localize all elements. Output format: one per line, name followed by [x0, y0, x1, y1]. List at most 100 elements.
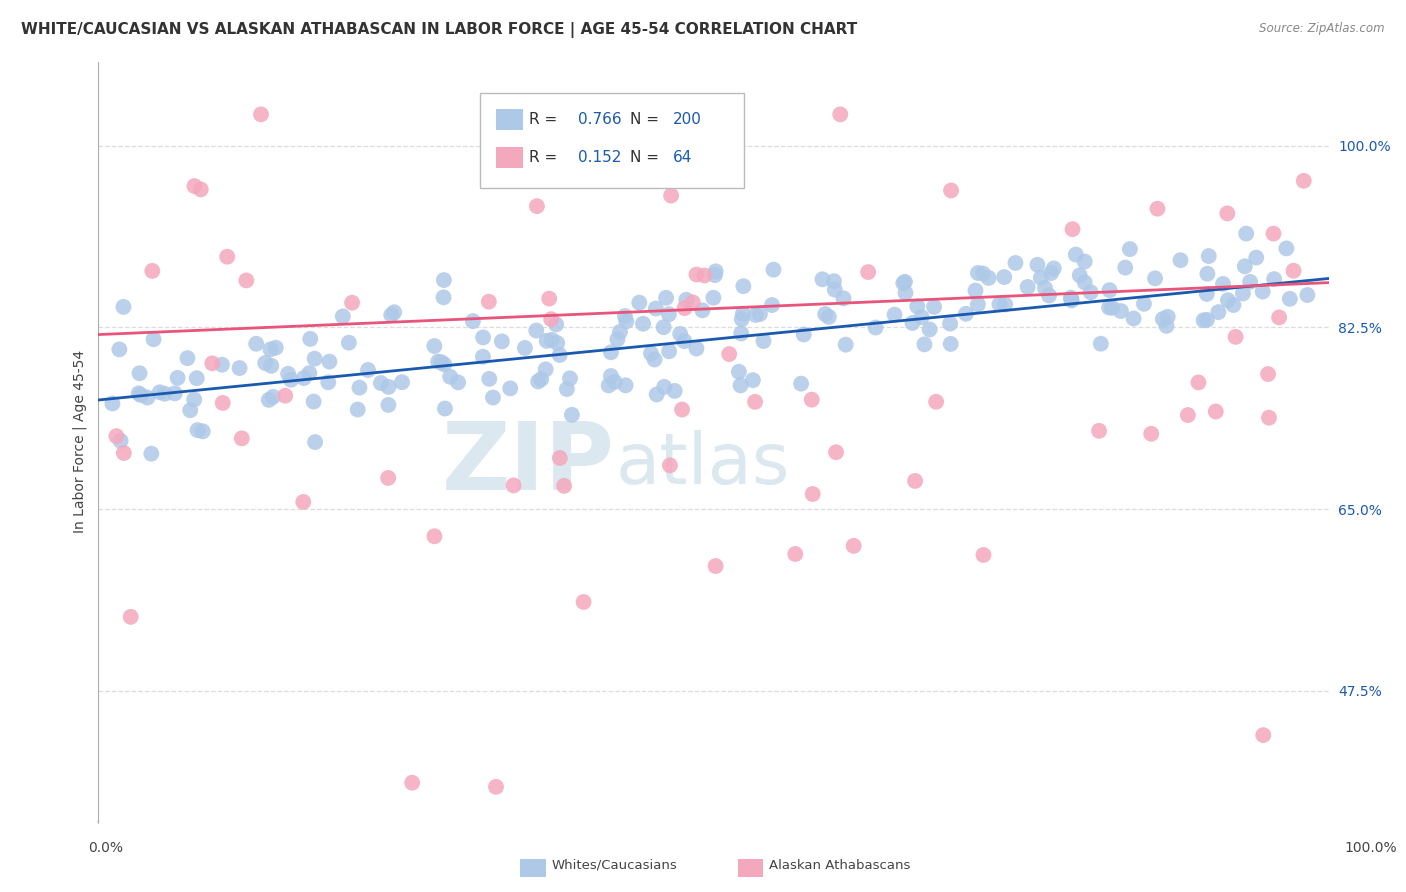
Point [1192, 313, 1215, 327]
Point [1212, 277, 1234, 291]
Text: N =: N = [630, 150, 664, 165]
Point [346, 402, 368, 417]
Point [640, 346, 662, 360]
Point [228, 361, 250, 376]
Point [939, 337, 962, 351]
Point [1017, 280, 1039, 294]
Point [179, 403, 201, 417]
Point [972, 267, 994, 281]
Point [939, 317, 962, 331]
Point [785, 547, 807, 561]
Point [1195, 287, 1218, 301]
Point [730, 326, 752, 341]
Point [703, 268, 725, 282]
Point [994, 297, 1017, 311]
Text: Source: ZipAtlas.com: Source: ZipAtlas.com [1260, 22, 1385, 36]
Text: 64: 64 [673, 150, 692, 165]
Point [572, 595, 595, 609]
Point [274, 389, 297, 403]
Point [304, 435, 326, 450]
Point [530, 372, 553, 386]
Point [264, 341, 287, 355]
Point [141, 264, 163, 278]
Point [245, 336, 267, 351]
Point [1225, 330, 1247, 344]
Point [538, 292, 561, 306]
Point [1144, 271, 1167, 285]
Point [993, 270, 1015, 285]
Point [447, 376, 470, 390]
Point [733, 279, 755, 293]
Point [176, 351, 198, 365]
Point [318, 354, 340, 368]
Point [988, 297, 1011, 311]
Point [801, 487, 824, 501]
Point [811, 272, 834, 286]
Point [1109, 304, 1132, 318]
Point [527, 375, 550, 389]
Point [149, 385, 172, 400]
Point [432, 290, 454, 304]
Point [191, 425, 214, 439]
Point [1233, 260, 1256, 274]
Point [631, 317, 654, 331]
Point [749, 307, 772, 321]
Point [673, 301, 696, 315]
Point [609, 325, 631, 339]
Text: Whites/Caucasians: Whites/Caucasians [551, 859, 676, 871]
Point [977, 271, 1000, 285]
Point [1275, 241, 1298, 255]
Point [925, 394, 948, 409]
Point [433, 357, 456, 371]
Point [1119, 242, 1142, 256]
Point [142, 332, 165, 346]
Text: Alaskan Athabascans: Alaskan Athabascans [769, 859, 911, 871]
Point [910, 310, 932, 325]
Point [830, 107, 852, 121]
Point [658, 307, 681, 321]
Point [1170, 253, 1192, 268]
Point [1040, 266, 1063, 280]
Point [1156, 318, 1178, 333]
Point [524, 324, 547, 338]
Point [461, 314, 484, 328]
Point [433, 273, 456, 287]
Point [1292, 174, 1315, 188]
Point [894, 275, 917, 289]
Point [644, 301, 666, 316]
Point [1222, 298, 1244, 312]
Point [704, 559, 727, 574]
Text: R =: R = [529, 150, 562, 165]
Point [340, 295, 363, 310]
Point [561, 408, 583, 422]
Point [842, 539, 865, 553]
Point [1278, 292, 1301, 306]
Point [1088, 424, 1111, 438]
Point [800, 392, 823, 407]
Point [1257, 367, 1279, 381]
Point [427, 354, 450, 368]
Point [685, 342, 707, 356]
Point [382, 305, 405, 319]
Point [824, 283, 846, 297]
Point [904, 474, 927, 488]
Point [832, 291, 855, 305]
Point [905, 299, 928, 313]
Point [262, 390, 284, 404]
Point [752, 334, 775, 348]
Point [260, 359, 283, 373]
Text: 0.0%: 0.0% [89, 841, 122, 855]
Point [292, 495, 315, 509]
Point [1232, 286, 1254, 301]
Point [865, 320, 887, 334]
Point [112, 300, 135, 314]
Point [1187, 376, 1209, 390]
Point [235, 273, 257, 287]
Point [186, 371, 208, 385]
Point [423, 529, 446, 543]
Point [478, 294, 501, 309]
Point [600, 369, 623, 384]
Point [922, 300, 945, 314]
Point [391, 375, 413, 389]
Point [423, 339, 446, 353]
